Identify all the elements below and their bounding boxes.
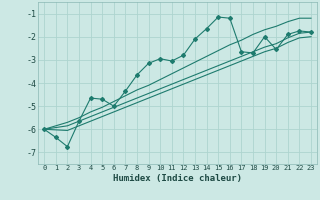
X-axis label: Humidex (Indice chaleur): Humidex (Indice chaleur) [113, 174, 242, 183]
